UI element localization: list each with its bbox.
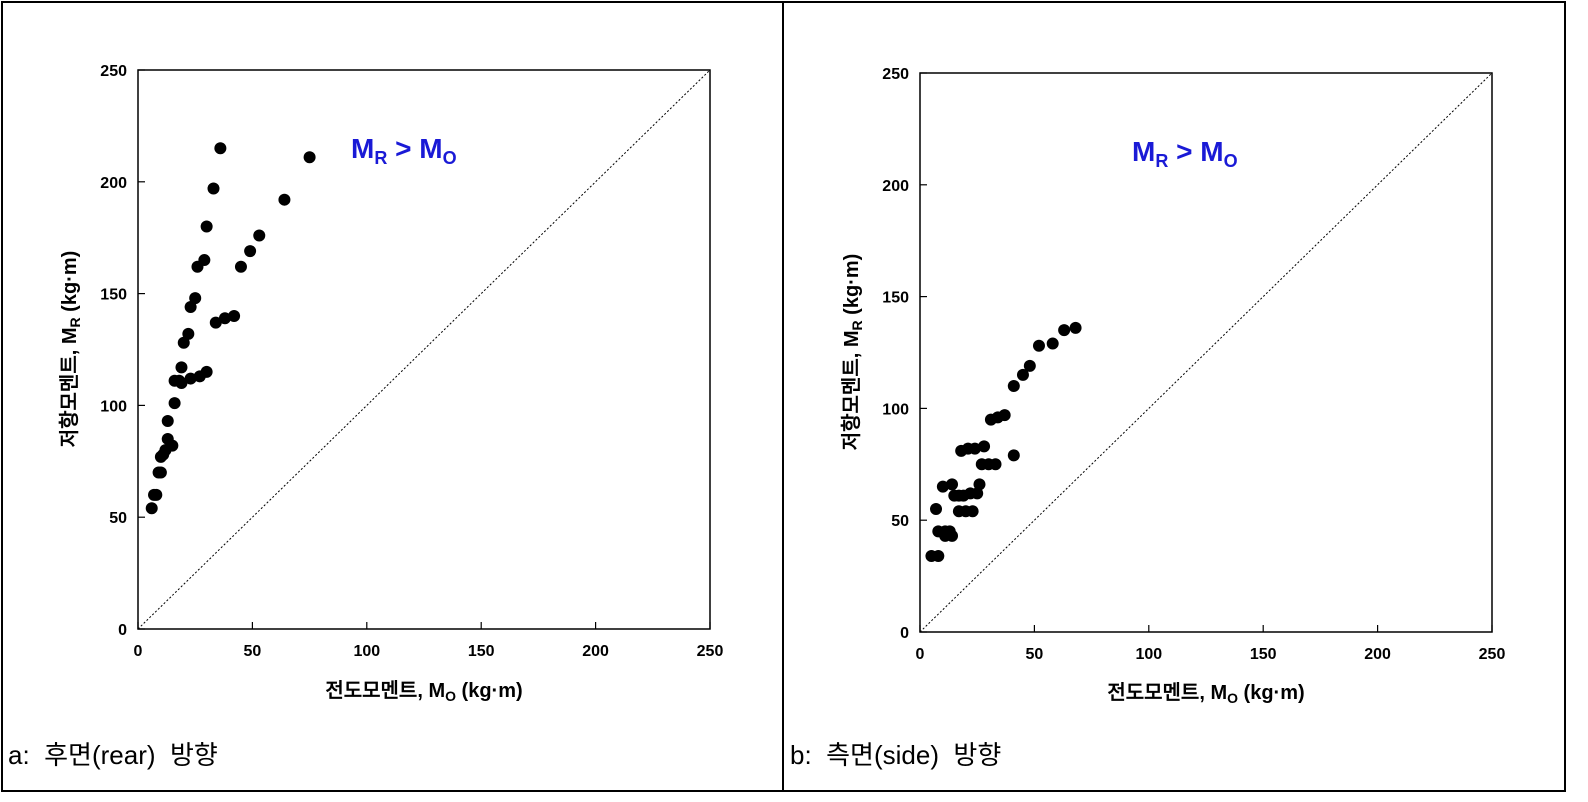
panel-a: 0 50 100 150 200 250 0 50 100 150 200 250 MR > MO 전… xyxy=(8,63,723,770)
annotation-a: MR > MO xyxy=(351,133,457,168)
data-point xyxy=(1007,449,1020,462)
data-point xyxy=(244,245,257,258)
points-b xyxy=(925,321,1082,562)
data-point xyxy=(936,480,949,493)
x-tick-label: 100 xyxy=(1135,646,1162,663)
data-point xyxy=(1058,324,1071,337)
data-point xyxy=(973,478,986,491)
x-tick-label: 50 xyxy=(1026,646,1044,663)
plot-area-b xyxy=(919,72,1493,633)
x-axis-label-b: 전도모멘트, MO (kg·m) xyxy=(1107,681,1304,706)
ticks-a: 0 50 100 150 200 250 0 50 100 150 200 250 xyxy=(100,63,723,660)
x-tick-label: 250 xyxy=(1479,646,1506,663)
x-axis-label-a: 전도모멘트, MO (kg·m) xyxy=(325,679,522,704)
ticks-b: 0 50 100 150 200 250 0 50 100 150 200 250 xyxy=(882,66,1505,663)
y-tick-label: 250 xyxy=(100,63,127,80)
data-point xyxy=(228,309,241,322)
data-point xyxy=(198,254,211,267)
y-tick-label: 0 xyxy=(900,625,909,642)
data-point xyxy=(209,316,222,329)
y-axis-label-a: 저항모멘트, MR (kg·m) xyxy=(58,251,83,448)
data-point xyxy=(998,409,1011,422)
y-tick-label: 150 xyxy=(100,287,127,304)
data-point xyxy=(1069,321,1082,334)
data-point xyxy=(946,478,959,491)
x-tick-label: 150 xyxy=(1250,646,1277,663)
data-point xyxy=(175,377,188,390)
data-point xyxy=(218,312,231,325)
data-point xyxy=(303,151,316,164)
y-tick-label: 200 xyxy=(100,175,127,192)
x-tick-label: 200 xyxy=(1364,646,1391,663)
data-point xyxy=(930,503,943,516)
y-tick-label: 200 xyxy=(882,178,909,195)
y-tick-label: 100 xyxy=(100,398,127,415)
y-tick-label: 50 xyxy=(891,513,909,530)
data-point xyxy=(1046,337,1059,350)
y-equals-x-line xyxy=(919,72,1493,633)
data-point xyxy=(968,442,981,455)
x-tick-label: 0 xyxy=(916,646,925,663)
data-point xyxy=(154,466,167,479)
x-tick-label: 100 xyxy=(353,643,380,660)
data-point xyxy=(166,439,179,452)
data-point xyxy=(278,193,291,206)
data-point xyxy=(182,327,195,340)
reference-line-a xyxy=(137,69,711,630)
data-point xyxy=(145,502,158,515)
x-tick-label: 200 xyxy=(582,643,609,660)
data-point xyxy=(1016,368,1029,381)
data-point xyxy=(966,505,979,518)
panel-caption-a: a: 후면(rear) 방향 xyxy=(8,740,218,770)
y-equals-x-line xyxy=(137,69,711,630)
data-point xyxy=(168,397,181,410)
data-point xyxy=(989,458,1002,471)
data-point xyxy=(1032,339,1045,352)
panel-caption-b: b: 측면(side) 방향 xyxy=(790,740,1001,770)
panel-b: 0 50 100 150 200 250 0 50 100 150 200 250 MR > MO 전… xyxy=(790,66,1505,770)
x-tick-label: 150 xyxy=(468,643,495,660)
y-tick-label: 50 xyxy=(109,510,127,527)
data-point xyxy=(207,182,220,195)
data-point xyxy=(214,142,227,155)
data-point xyxy=(946,529,959,542)
reference-line-b xyxy=(919,72,1493,633)
annotation-b: MR > MO xyxy=(1132,136,1238,171)
data-point xyxy=(189,292,202,305)
data-point xyxy=(161,415,174,428)
x-tick-label: 50 xyxy=(244,643,262,660)
data-point xyxy=(177,336,190,349)
data-point xyxy=(253,229,266,242)
x-tick-label: 0 xyxy=(134,643,143,660)
data-point xyxy=(184,301,197,314)
data-point xyxy=(150,488,163,501)
y-tick-label: 150 xyxy=(882,290,909,307)
data-point xyxy=(1023,359,1036,372)
data-point xyxy=(932,549,945,562)
data-point xyxy=(184,372,197,385)
points-a xyxy=(145,142,316,515)
data-point xyxy=(978,440,991,453)
plot-area-a xyxy=(137,69,711,630)
y-tick-label: 250 xyxy=(882,66,909,83)
data-point xyxy=(175,361,188,374)
y-tick-label: 100 xyxy=(882,401,909,418)
data-point xyxy=(200,365,213,378)
y-axis-label-b: 저항모멘트, MR (kg·m) xyxy=(840,254,865,451)
x-tick-label: 250 xyxy=(697,643,724,660)
data-point xyxy=(200,220,213,233)
data-point xyxy=(234,260,247,273)
y-tick-label: 0 xyxy=(118,622,127,639)
data-point xyxy=(1007,380,1020,393)
